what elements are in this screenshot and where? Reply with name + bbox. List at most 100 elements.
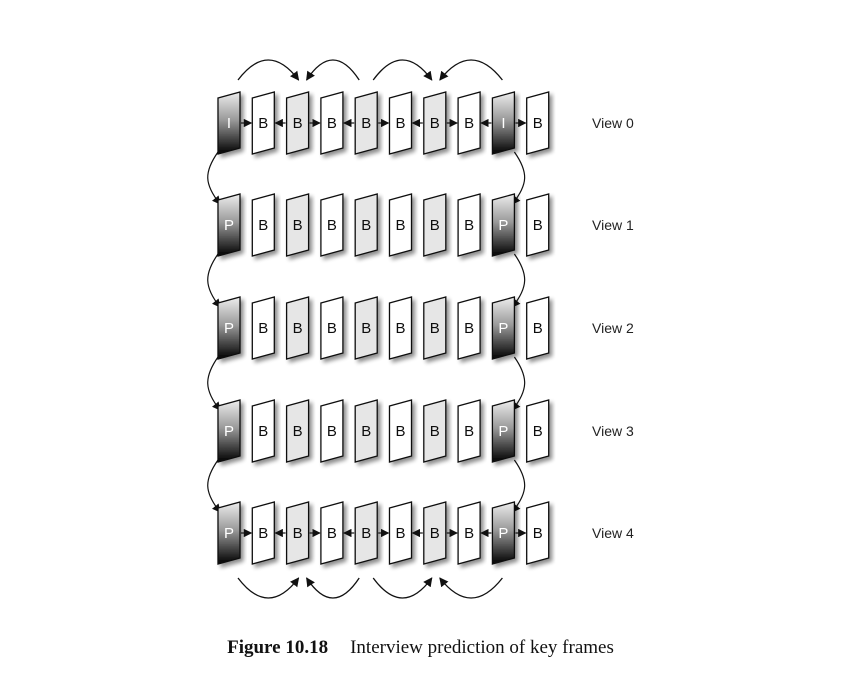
view-labels: View 0 View 1 View 2 View 3 View 4: [592, 115, 634, 541]
frame-type-label: B: [258, 320, 268, 337]
frame-B-1-6: B: [423, 193, 447, 257]
interview-arrow: [207, 459, 221, 513]
frame-type-label: P: [498, 525, 508, 542]
frame-type-label: I: [501, 115, 505, 132]
frame-type-label: P: [498, 423, 508, 440]
temporal-arc: [372, 577, 433, 599]
temporal-arc: [439, 577, 503, 599]
frame-type-label: B: [361, 525, 371, 542]
frame-type-label: B: [361, 115, 371, 132]
frame-type-label: B: [533, 115, 543, 132]
frame-B-3-3: B: [320, 399, 344, 463]
frame-type-label: B: [430, 320, 440, 337]
frame-P-4-0: P: [217, 501, 241, 565]
frame-type-label: B: [430, 217, 440, 234]
interview-arrow: [207, 151, 221, 205]
view-label-1: View 1: [592, 217, 634, 233]
frame-B-1-3: B: [320, 193, 344, 257]
frame-type-label: P: [224, 217, 234, 234]
frame-B-1-9: B: [526, 193, 550, 257]
frame-P-2-8: P: [491, 296, 516, 360]
frame-I-0-0: I: [217, 91, 241, 155]
frame-B-1-7: B: [457, 193, 481, 257]
frame-type-label: B: [258, 217, 268, 234]
frame-type-label: B: [327, 115, 337, 132]
frame-type-label: B: [464, 423, 474, 440]
interview-arrow: [511, 459, 526, 513]
frame-grid: I B B B B B B B I B P B B B B B B B P B P B B B B B B B P B P B B B B B B B P B…: [217, 91, 550, 565]
frame-type-label: P: [498, 320, 508, 337]
frame-type-label: B: [258, 423, 268, 440]
frame-type-label: B: [464, 320, 474, 337]
frame-type-label: B: [361, 320, 371, 337]
frame-type-label: B: [293, 525, 303, 542]
frame-type-label: B: [533, 525, 543, 542]
frame-type-label: B: [258, 525, 268, 542]
frame-B-3-6: B: [423, 399, 447, 463]
frame-B-0-9: B: [526, 91, 550, 155]
frame-I-0-8: I: [491, 91, 516, 155]
frame-type-label: P: [498, 217, 508, 234]
view-label-0: View 0: [592, 115, 634, 131]
frame-type-label: B: [464, 525, 474, 542]
interview-arrow: [511, 151, 526, 205]
view-label-4: View 4: [592, 525, 634, 541]
temporal-arc: [306, 59, 360, 81]
frame-type-label: B: [464, 217, 474, 234]
temporal-arc: [237, 577, 300, 599]
frame-B-3-2: B: [285, 399, 310, 463]
frame-B-0-1: B: [251, 91, 275, 155]
frame-type-label: B: [464, 115, 474, 132]
frame-type-label: B: [293, 320, 303, 337]
frame-B-2-7: B: [457, 296, 481, 360]
caption-text: Interview prediction of key frames: [350, 637, 614, 658]
frame-B-0-6: B: [423, 91, 447, 155]
frame-B-0-5: B: [388, 91, 413, 155]
frame-P-4-8: P: [491, 501, 516, 565]
temporal-arc: [237, 59, 300, 81]
frame-B-3-7: B: [457, 399, 481, 463]
frame-B-2-5: B: [388, 296, 413, 360]
frame-B-4-1: B: [251, 501, 275, 565]
frame-type-label: B: [327, 423, 337, 440]
frame-type-label: B: [533, 423, 543, 440]
frame-B-4-3: B: [320, 501, 344, 565]
interview-arrow: [511, 356, 526, 411]
frame-B-2-1: B: [251, 296, 275, 360]
interview-arrow: [511, 253, 526, 308]
frame-B-2-2: B: [285, 296, 310, 360]
frame-B-3-4: B: [354, 399, 378, 463]
frame-type-label: B: [258, 115, 268, 132]
frame-B-0-3: B: [320, 91, 344, 155]
figure-caption: Figure 10.18 Interview prediction of key …: [0, 637, 841, 659]
frame-type-label: P: [224, 525, 234, 542]
interview-arrow: [207, 253, 221, 308]
frame-type-label: B: [361, 423, 371, 440]
frame-type-label: B: [293, 423, 303, 440]
temporal-arc: [372, 59, 433, 81]
interview-arrows: [207, 151, 526, 513]
frame-type-label: B: [327, 525, 337, 542]
temporal-arc: [439, 59, 503, 81]
frame-B-0-2: B: [285, 91, 310, 155]
frame-B-2-4: B: [354, 296, 378, 360]
frame-type-label: P: [224, 320, 234, 337]
frame-B-2-9: B: [526, 296, 550, 360]
frame-type-label: B: [395, 217, 405, 234]
frame-P-1-0: P: [217, 193, 241, 257]
frame-type-label: B: [361, 217, 371, 234]
frame-B-1-4: B: [354, 193, 378, 257]
view-label-2: View 2: [592, 320, 634, 336]
temporal-arc: [306, 577, 360, 599]
interview-arrow: [207, 356, 221, 411]
frame-type-label: B: [430, 115, 440, 132]
frame-B-2-3: B: [320, 296, 344, 360]
frame-B-3-9: B: [526, 399, 550, 463]
frame-B-3-5: B: [388, 399, 413, 463]
frame-B-4-5: B: [388, 501, 413, 565]
